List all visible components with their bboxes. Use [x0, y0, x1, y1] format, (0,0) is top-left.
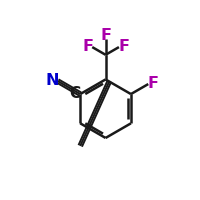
Text: F: F — [100, 28, 111, 43]
Text: C: C — [69, 86, 80, 101]
Text: N: N — [46, 73, 59, 88]
Text: F: F — [147, 76, 158, 91]
Text: F: F — [82, 39, 93, 54]
Text: F: F — [118, 39, 129, 54]
